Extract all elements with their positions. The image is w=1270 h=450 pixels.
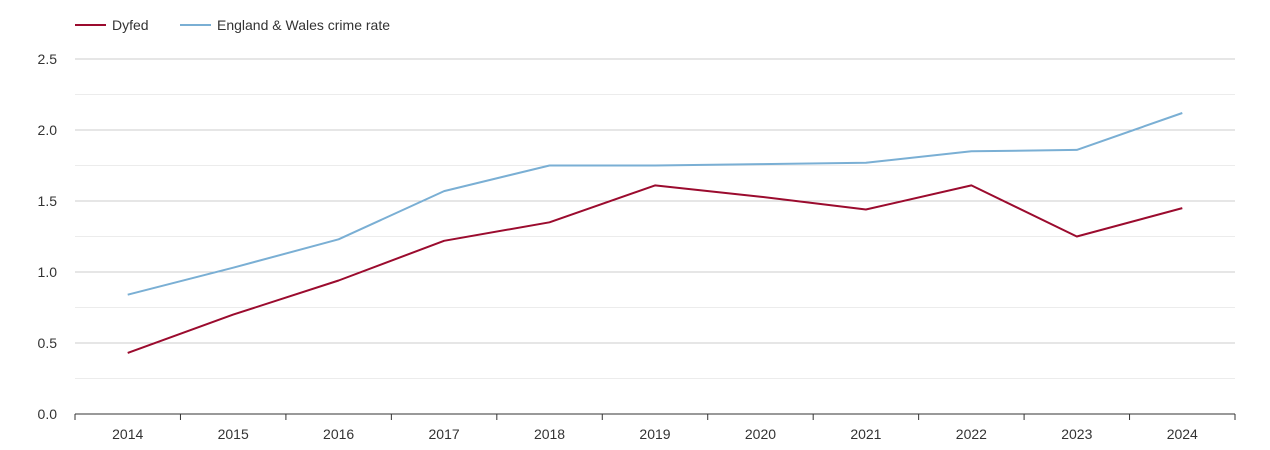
legend-label-england-wales: England & Wales crime rate: [217, 17, 390, 33]
x-tick-label: 2016: [323, 426, 354, 442]
y-axis-tick-labels: 0.0 0.5 1.0 1.5 2.0 2.5: [38, 51, 58, 422]
x-tick-label: 2023: [1061, 426, 1092, 442]
x-tick-label: 2022: [956, 426, 987, 442]
series-line-dyfed: [127, 184, 1183, 354]
x-tick-label: 2020: [745, 426, 776, 442]
x-axis-tick-labels: 2014 2015 2016 2017 2018 2019 2020 2021 2022 2023…: [74, 414, 1236, 442]
legend-item-england-wales[interactable]: England & Wales crime rate: [180, 17, 390, 33]
legend: Dyfed England & Wales crime rate: [75, 17, 390, 33]
legend-label-dyfed: Dyfed: [112, 17, 149, 33]
y-tick-label: 2.0: [38, 122, 58, 138]
series-line-england-wales-crime-rate: [127, 112, 1183, 296]
y-tick-label: 1.5: [38, 193, 58, 209]
x-tick-label: 2017: [429, 426, 460, 442]
x-tick-label: 2024: [1167, 426, 1198, 442]
x-tick-label: 2021: [850, 426, 881, 442]
x-tick-label: 2015: [218, 426, 249, 442]
y-tick-label: 0.0: [38, 406, 58, 422]
x-tick-label: 2018: [534, 426, 565, 442]
y-tick-label: 1.0: [38, 264, 58, 280]
series-lines: [127, 112, 1183, 354]
y-tick-label: 0.5: [38, 335, 58, 351]
x-tick-label: 2019: [639, 426, 670, 442]
x-tick-label: 2014: [112, 426, 143, 442]
y-tick-label: 2.5: [38, 51, 58, 67]
legend-item-dyfed[interactable]: Dyfed: [75, 17, 149, 33]
gridlines: [75, 58, 1235, 379]
